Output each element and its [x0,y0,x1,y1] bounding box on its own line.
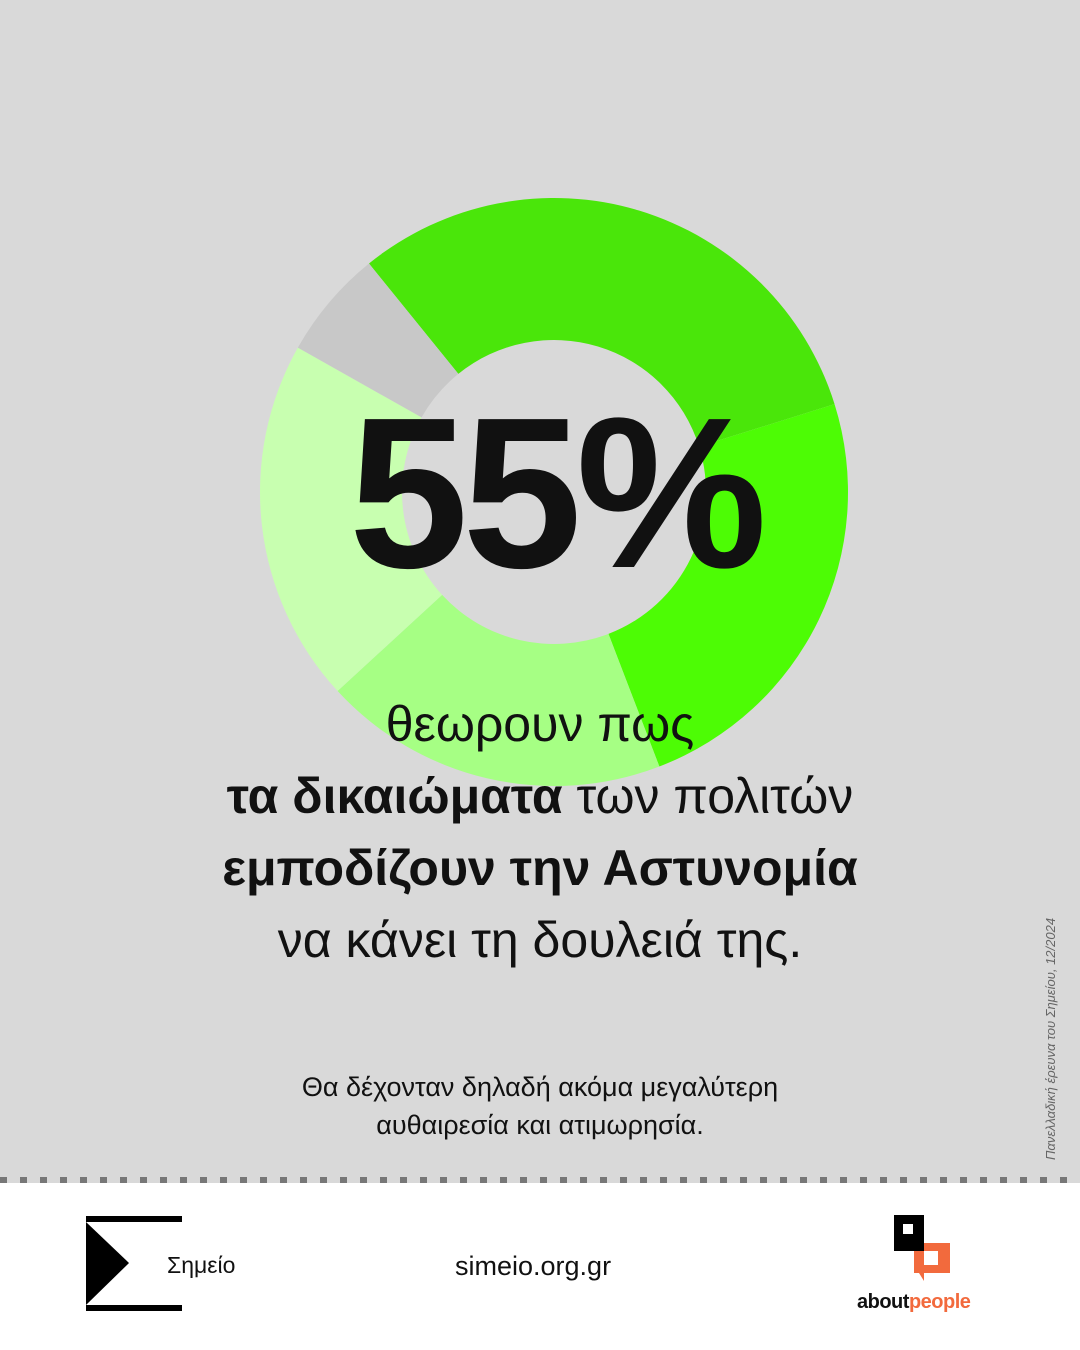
donut-slice [608,404,848,767]
donut-slice [260,347,443,692]
dashed-divider [0,1177,1080,1183]
donut-slice [337,594,660,786]
brand-name: Σημείο [167,1252,236,1278]
headline-line-2-rest: των πολιτών [562,768,854,824]
headline-line-3: εμποδίζουν την Αστυνομία [0,832,1080,904]
headline-text: θεωρουν πως τα δικαιώματα των πολιτών εμ… [0,688,1080,976]
subtext-line-2: αυθαιρεσία και ατιμωρησία. [376,1110,704,1140]
subtext: Θα δέχονταν δηλαδή ακόμα μεγαλύτερη αυθα… [0,1068,1080,1144]
headline-percentage: 55% [348,372,767,613]
donut-slice [297,263,459,418]
headline-line-3-bold: εμποδίζουν την Αστυνομία [222,840,858,896]
aboutpeople-logo-icon [894,1215,950,1281]
headline-line-2-bold: τα δικαιώματα [226,768,563,824]
donut-slice [368,197,835,447]
source-note: Πανελλαδική έρευνα του Σημείου, 12/2024 [1043,917,1058,1160]
headline-line-2: τα δικαιώματα των πολιτών [0,760,1080,832]
partner-logo-text: aboutpeople [857,1291,971,1314]
headline-line-1: θεωρουν πως [385,696,695,752]
simeio-logo-icon [86,1216,182,1311]
partner-name-a: about [857,1291,909,1313]
website-link[interactable]: simeio.org.gr [455,1251,612,1281]
partner-name-b: people [908,1291,971,1313]
footer [0,1183,1080,1350]
headline-line-4: να κάνει τη δουλειά της. [277,912,803,968]
subtext-line-1: Θα δέχονταν δηλαδή ακόμα μεγαλύτερη [301,1072,779,1102]
